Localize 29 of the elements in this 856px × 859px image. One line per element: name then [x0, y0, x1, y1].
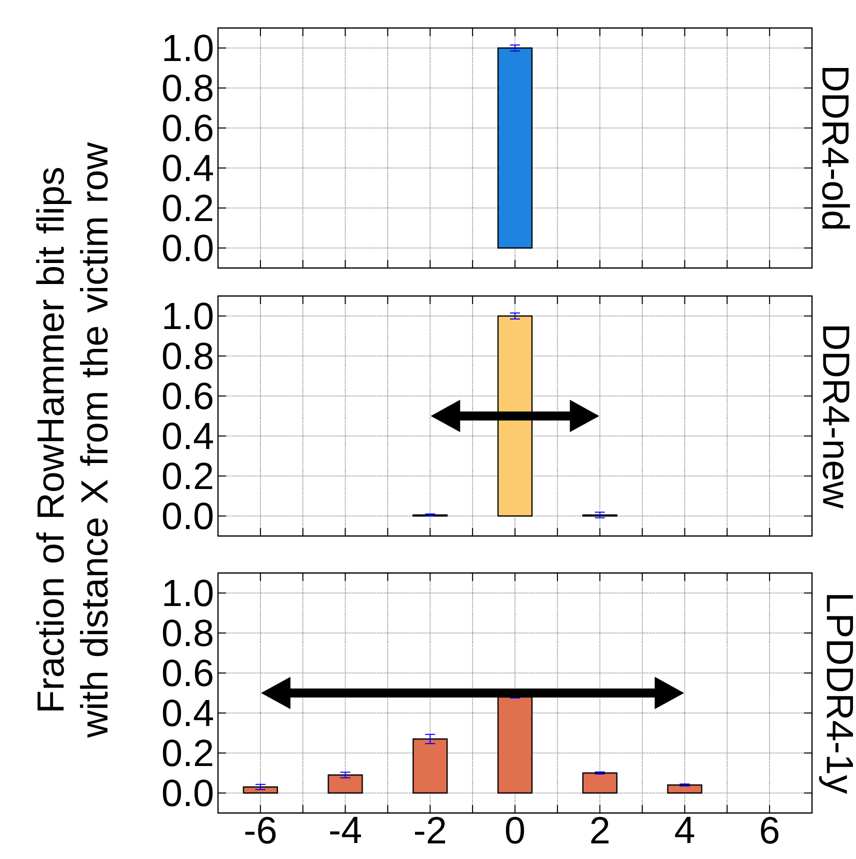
y-tick-label: 0.0 — [162, 502, 212, 530]
y-tick-label: 1.0 — [164, 34, 212, 62]
y-tick-label: 0.2 — [162, 194, 212, 222]
y-tick-label: 1.0 — [164, 580, 212, 606]
x-tick-label: 2 — [591, 816, 608, 844]
y-tick-label: 0.4 — [162, 154, 213, 182]
y-tick-label: 0.0 — [162, 234, 212, 262]
text: DDR4-old — [822, 68, 850, 229]
x-tick-label: 0 — [506, 816, 524, 844]
y-tick-label: 0.2 — [162, 462, 212, 490]
y-tick-label: 0.0 — [162, 780, 212, 806]
y-tick-label: 0.6 — [162, 382, 212, 410]
y-tick-label: 0.8 — [162, 342, 212, 370]
y-tick-label: 0.4 — [162, 700, 213, 726]
x-tick-label: -6 — [245, 816, 276, 844]
y-tick-label: 0.8 — [162, 620, 212, 646]
y-tick-label: 0.4 — [162, 422, 213, 450]
y-tick-label: 0.6 — [162, 660, 212, 686]
x-tick-label: -4 — [330, 816, 361, 843]
y-tick-label: 1.0 — [164, 302, 212, 330]
y-tick-label: 0.8 — [162, 74, 212, 102]
text: LPDDR4-1y — [818, 595, 853, 794]
x-tick-label: 6 — [760, 816, 778, 844]
y-tick-label: 0.6 — [162, 114, 212, 142]
y-tick-label: 0.2 — [162, 740, 212, 766]
text: DDR4-new — [822, 326, 850, 509]
x-tick-label: -2 — [414, 816, 445, 844]
x-tick-label: 4 — [674, 816, 694, 843]
y-axis-title: Fraction of RowHammer bit flips with distance X from the victim row — [36, 142, 108, 738]
